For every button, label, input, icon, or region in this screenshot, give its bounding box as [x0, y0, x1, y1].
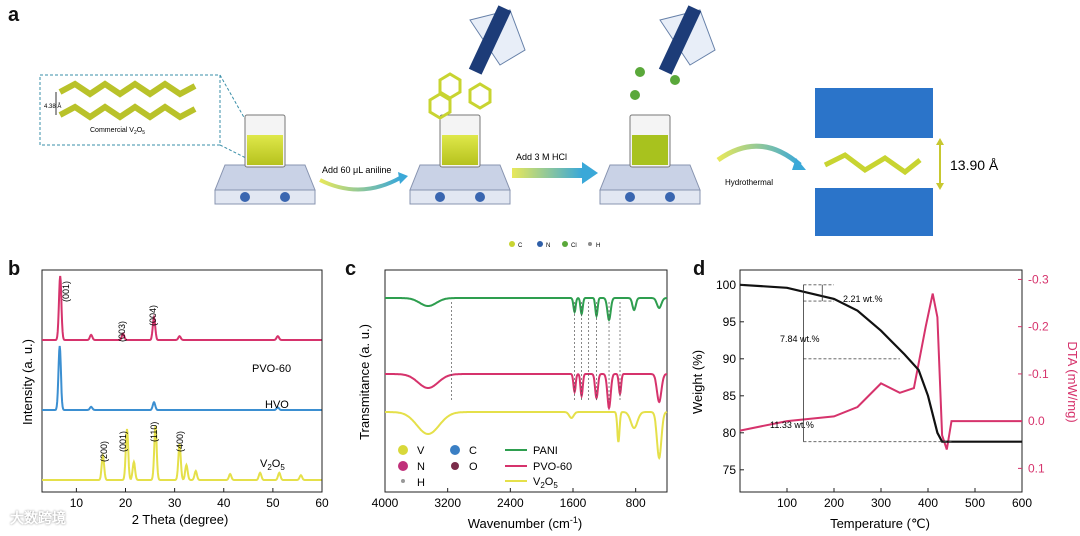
xrd-xtick-label: 10 [70, 496, 84, 510]
xrd-xtick-label: 60 [315, 496, 329, 510]
tga-xtick-label: 100 [777, 496, 797, 510]
xrd-label-pvo60: PVO-60 [252, 363, 291, 375]
chart-xrd: 10 20 30 40 50 60 2 Theta (degree) Intensity … [20, 269, 329, 527]
xrd-label-v2o5: V2O5 [260, 458, 285, 472]
xrd-series-pvo-60 [42, 275, 322, 341]
xrd-xtick-label: 40 [217, 496, 231, 510]
synthesis-schematic: 4.38 Å Commercial V2O5 Add 60 μL aniline… [39, 5, 999, 249]
svg-text:PANI: PANI [533, 445, 558, 457]
xrd-xtick-label: 50 [266, 496, 280, 510]
tga-annot-3: 11.33 wt.% [770, 420, 814, 430]
svg-text:Cl: Cl [571, 243, 577, 249]
ftir-axes-frame [384, 269, 668, 493]
svg-text:H: H [596, 243, 600, 249]
svg-text:C: C [469, 445, 477, 457]
stirrer-1 [214, 114, 316, 205]
step1-label: Add 60 μL aniline [322, 165, 391, 175]
tga-annot-2: 7.84 wt.% [780, 334, 820, 344]
flask-icon [658, 5, 716, 75]
ftir-xlabel: Wavenumber (cm-1) [468, 515, 582, 531]
tga-xtick-label: 400 [918, 496, 938, 510]
tga-ytick-label: 95 [723, 315, 737, 329]
tga-series-dta [739, 293, 1022, 450]
aniline-molecules [428, 72, 492, 120]
panel-label-a: a [8, 4, 20, 26]
ftir-series-v2o5 [385, 411, 668, 461]
ftir-xtick-label: 3200 [434, 496, 461, 510]
tga-y2tick-label: 0.0 [1028, 414, 1045, 428]
xrd-series-v2o5 [42, 425, 322, 481]
step2-label: Add 3 M HCl [516, 152, 567, 162]
panel-label-b: b [8, 258, 21, 280]
tga-series-weight [739, 283, 1022, 443]
panel-label-d: d [693, 258, 706, 280]
svg-text:V2O5: V2O5 [533, 476, 558, 490]
tga-xlabel: Temperature (℃) [830, 516, 930, 531]
tga-y2tick-label: -0.1 [1028, 367, 1049, 381]
watermark: 大数跨境 [10, 510, 66, 526]
chart-tga: 100 200 300 400 500 600 75 80 85 90 95 100 -0.3 -0.2 -… [690, 269, 1078, 531]
tga-ytick-label: 90 [723, 352, 737, 366]
inset-spacing-label: 4.38 Å [44, 103, 61, 110]
xrd-axes-frame [41, 269, 323, 493]
tga-y2tick-label: 0.1 [1028, 461, 1045, 475]
xrd-annot-001: (001) [61, 281, 71, 302]
xrd-annot-110: (110) [149, 422, 159, 442]
xrd-annot-003: (003) [117, 321, 127, 342]
ftir-legend: V C N O H PANI PVO-60 V2O5 [398, 445, 572, 490]
xrd-ylabel: Intensity (a. u.) [20, 339, 35, 425]
svg-text:V: V [417, 445, 425, 457]
tga-y2label: DTA (mW/mg) [1065, 341, 1078, 422]
tga-annot-1: 2.21 wt.% [843, 294, 883, 304]
stirrer-3 [599, 114, 701, 205]
svg-text:N: N [546, 243, 550, 249]
xrd-annot-001b: (001) [118, 431, 128, 452]
svg-text:N: N [417, 461, 425, 473]
tga-ylabel: Weight (%) [690, 350, 705, 414]
panel-label-c: c [345, 258, 357, 280]
xrd-xtick-label: 20 [119, 496, 133, 510]
xrd-label-hvo: HVO [265, 399, 289, 411]
ftir-xtick-label: 4000 [372, 496, 399, 510]
inset-caption: Commercial V2O5 [90, 127, 145, 136]
inset-box [39, 74, 221, 146]
tga-ytick-label: 75 [723, 463, 737, 477]
tga-xtick-label: 500 [965, 496, 985, 510]
layered-product [815, 88, 944, 236]
chart-ftir: 4000 3200 2400 1600 800 Wavenumber (cm-1) Tr… [357, 269, 668, 531]
ftir-xtick-label: 1600 [560, 496, 587, 510]
svg-text:H: H [417, 477, 425, 489]
xrd-xtick-label: 30 [168, 496, 182, 510]
tga-ytick-label: 100 [716, 278, 736, 292]
tga-xtick-label: 600 [1012, 496, 1032, 510]
svg-text:PVO-60: PVO-60 [533, 461, 572, 473]
flask-icon [468, 5, 526, 75]
stirrer-2 [409, 114, 511, 205]
atom-legend: C N Cl H [509, 241, 600, 249]
tga-y2tick-label: -0.2 [1028, 320, 1049, 334]
xrd-annot-400: (400) [175, 431, 185, 452]
tga-ytick-label: 85 [723, 389, 737, 403]
ftir-xtick-label: 800 [626, 496, 646, 510]
xrd-annot-004: (004) [148, 305, 158, 326]
ftir-series-pani [385, 297, 667, 322]
interlayer-distance: 13.90 Å [950, 157, 999, 173]
tga-ytick-label: 80 [723, 426, 737, 440]
tga-xtick-label: 300 [871, 496, 891, 510]
svg-text:O: O [469, 461, 478, 473]
step3-label: Hydrothermal [725, 178, 773, 187]
ftir-ylabel: Transmitance (a. u.) [357, 324, 372, 440]
ftir-xtick-label: 2400 [497, 496, 524, 510]
hcl-molecules [630, 67, 680, 100]
xrd-xlabel: 2 Theta (degree) [132, 512, 229, 527]
xrd-annot-200: (200) [99, 441, 109, 462]
ftir-series-pvo60 [385, 373, 667, 411]
v2o5-layer-structure [58, 80, 197, 121]
svg-text:C: C [518, 243, 523, 249]
xrd-series-hvo [42, 345, 322, 411]
tga-y2tick-label: -0.3 [1028, 272, 1049, 286]
tga-xtick-label: 200 [824, 496, 844, 510]
